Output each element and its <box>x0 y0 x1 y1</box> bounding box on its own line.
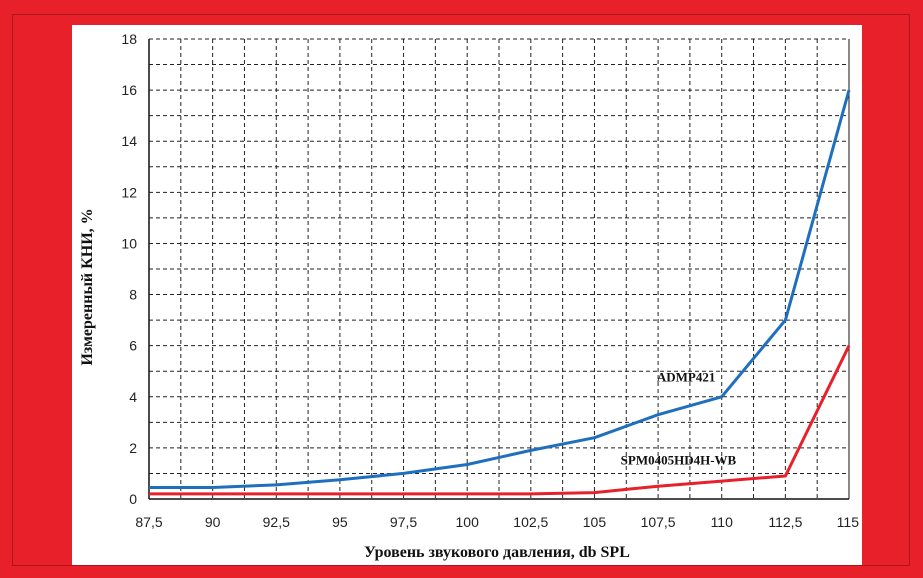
x-tick-label: 110 <box>711 514 734 530</box>
y-tick-label: 16 <box>121 82 137 98</box>
series-lines <box>149 89 851 496</box>
x-tick-label: 107,5 <box>641 514 676 530</box>
x-tick-label: 97,5 <box>390 514 417 530</box>
y-axis-ticks: 0 2 4 6 8 10 12 14 16 18 <box>121 31 137 507</box>
x-tick-label: 102,5 <box>513 514 548 530</box>
series-line-0 <box>149 89 851 489</box>
x-tick-label: 92,5 <box>263 514 290 530</box>
y-tick-label: 2 <box>129 440 137 456</box>
y-tick-label: 8 <box>129 287 137 303</box>
axes <box>148 39 850 500</box>
x-tick-label: 90 <box>205 514 221 530</box>
chart-panel: 0 2 4 6 8 10 12 14 16 18 87,5 90 92,5 95 97,5 100 102,5… <box>72 25 862 565</box>
x-axis-title: Уровень звукового давления, db SPL <box>364 544 630 561</box>
y-axis-title: Измеренный КНИ, % <box>79 208 96 365</box>
y-tick-label: 4 <box>129 389 137 405</box>
y-tick-label: 10 <box>121 235 137 251</box>
y-tick-label: 18 <box>121 31 137 47</box>
x-tick-label: 105 <box>583 514 607 530</box>
line-chart: 0 2 4 6 8 10 12 14 16 18 87,5 90 92,5 95 97,5 100 102,5… <box>79 31 859 561</box>
series-labels: ADMP421 SPM0405HD4H-WB <box>621 369 737 467</box>
x-axis-ticks: 87,5 90 92,5 95 97,5 100 102,5 105 107,5 110 112,5… <box>135 514 859 530</box>
series-label-0: ADMP421 <box>657 369 716 384</box>
y-tick-label: 0 <box>129 491 137 507</box>
x-tick-label: 95 <box>332 514 348 530</box>
series-line-1 <box>149 345 851 496</box>
y-tick-label: 12 <box>121 184 137 200</box>
x-tick-label: 115 <box>837 514 860 530</box>
y-tick-label: 6 <box>129 338 137 354</box>
y-tick-label: 14 <box>121 133 137 149</box>
grid <box>149 38 849 499</box>
x-tick-label: 112,5 <box>768 514 802 530</box>
x-tick-label: 87,5 <box>135 514 162 530</box>
x-tick-label: 100 <box>456 514 480 530</box>
series-label-1: SPM0405HD4H-WB <box>621 453 737 468</box>
